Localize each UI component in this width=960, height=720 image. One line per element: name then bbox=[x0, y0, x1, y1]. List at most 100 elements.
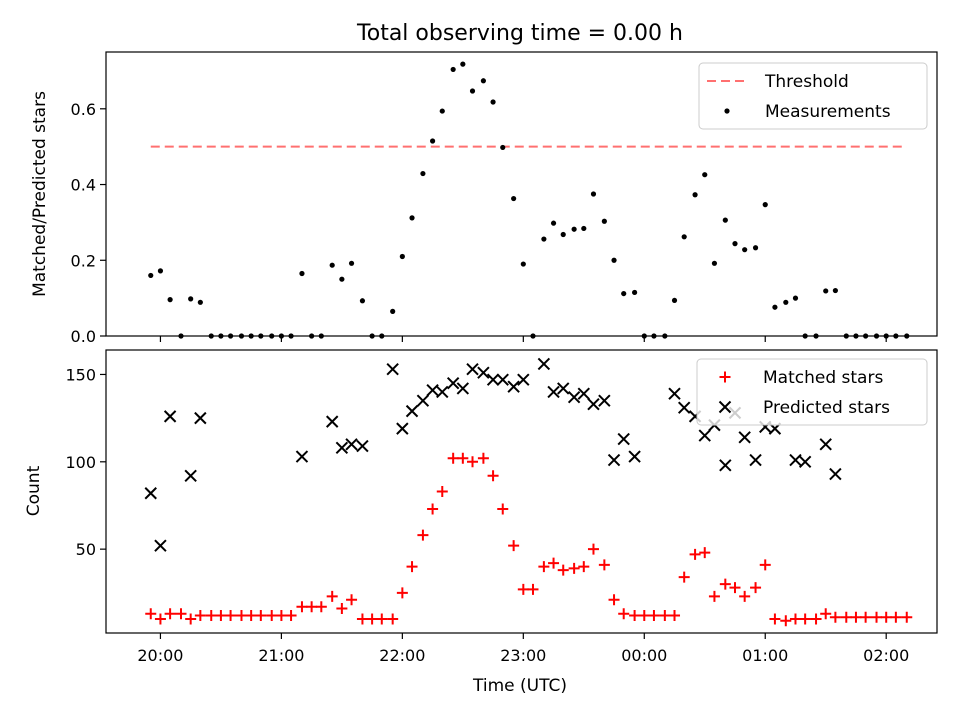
measurement-point bbox=[420, 170, 426, 177]
matched-star-point bbox=[497, 503, 509, 515]
matched-star-point bbox=[356, 613, 368, 625]
predicted-star-point bbox=[356, 439, 369, 453]
matched-star-point bbox=[427, 503, 439, 515]
predicted-star-point bbox=[829, 467, 842, 481]
predicted-star-point bbox=[496, 373, 509, 386]
measurement-point bbox=[409, 215, 415, 221]
predicted-star-point bbox=[154, 539, 167, 552]
measurement-point bbox=[752, 245, 759, 251]
measurement-point bbox=[863, 333, 869, 339]
matched-star-point bbox=[175, 608, 187, 620]
predicted-star-point bbox=[607, 453, 621, 467]
measurement-point bbox=[450, 66, 456, 73]
matched-star-point bbox=[527, 583, 539, 595]
matched-star-point bbox=[659, 610, 671, 622]
predicted-star-point bbox=[547, 385, 560, 399]
matched-star-point bbox=[346, 594, 358, 606]
matched-star-point bbox=[629, 610, 641, 622]
x-tick-label: 22:00 bbox=[379, 646, 425, 665]
matched-star-point bbox=[366, 613, 378, 625]
predicted-star-point bbox=[446, 376, 460, 390]
matched-star-point bbox=[648, 610, 660, 622]
matched-star-point bbox=[477, 452, 489, 464]
matched-star-point bbox=[729, 582, 741, 594]
x-tick-label: 00:00 bbox=[621, 646, 667, 665]
measurement-point bbox=[651, 333, 657, 339]
y-axis-label-count: Count bbox=[24, 465, 44, 516]
predicted-star-point bbox=[184, 469, 197, 482]
predicted-star-point bbox=[507, 380, 520, 393]
matched-star-point bbox=[406, 561, 418, 573]
predicted-star-point bbox=[517, 373, 530, 386]
measurement-point bbox=[843, 333, 849, 339]
legend-box bbox=[696, 358, 928, 426]
matched-star-point bbox=[568, 562, 580, 574]
measurement-point bbox=[359, 298, 366, 304]
matched-star-point bbox=[508, 540, 520, 552]
matched-star-point bbox=[829, 611, 841, 623]
y-tick-label: 0.4 bbox=[71, 176, 96, 195]
matched-star-point bbox=[225, 610, 237, 622]
measurement-point bbox=[469, 88, 476, 94]
measurement-point bbox=[873, 333, 880, 339]
legend-label: Threshold bbox=[764, 72, 849, 92]
matched-star-point bbox=[557, 564, 569, 576]
measurement-point bbox=[218, 333, 224, 339]
predicted-star-point bbox=[194, 411, 207, 425]
measurement-point bbox=[671, 297, 678, 304]
matched-star-point bbox=[436, 486, 448, 497]
measurement-point bbox=[520, 261, 526, 267]
y-tick-label: 100 bbox=[65, 453, 96, 472]
matched-star-point bbox=[387, 613, 399, 625]
matched-star-point bbox=[548, 557, 560, 569]
matched-star-point bbox=[205, 610, 217, 622]
predicted-star-point bbox=[396, 422, 409, 435]
measurement-point bbox=[560, 231, 566, 238]
measurement-point bbox=[792, 295, 799, 301]
matched-star-point bbox=[447, 452, 459, 464]
measurement-point bbox=[227, 333, 234, 339]
matched-star-point bbox=[306, 601, 318, 613]
measurement-point bbox=[399, 253, 405, 260]
matched-star-point bbox=[719, 578, 731, 590]
y-tick-label: 0.2 bbox=[71, 251, 96, 270]
matched-star-point bbox=[296, 601, 308, 613]
measurement-point bbox=[390, 308, 396, 314]
x-tick-label: 02:00 bbox=[863, 646, 909, 665]
measurement-point bbox=[248, 333, 254, 339]
measurement-point bbox=[813, 333, 819, 339]
y-tick-label: 50 bbox=[76, 540, 96, 559]
predicted-star-point bbox=[486, 373, 500, 386]
legend: Threshold Measurements bbox=[698, 62, 928, 130]
predicted-star-point bbox=[668, 387, 681, 400]
measurement-point bbox=[480, 78, 486, 84]
predicted-star-point bbox=[738, 431, 751, 444]
measurement-point bbox=[832, 287, 838, 294]
matched-star-point bbox=[638, 610, 650, 622]
matched-star-point bbox=[890, 611, 902, 623]
matched-star-point bbox=[194, 610, 206, 622]
matched-star-point bbox=[699, 547, 711, 559]
measurement-point bbox=[369, 333, 375, 339]
y-tick-label: 0.0 bbox=[71, 327, 96, 346]
measurement-point bbox=[571, 226, 577, 232]
plot-frame bbox=[105, 349, 938, 634]
predicted-star-point bbox=[598, 394, 611, 407]
legend-label: Predicted stars bbox=[763, 398, 890, 418]
matched-star-point bbox=[759, 559, 771, 571]
measurement-point bbox=[783, 299, 789, 305]
measurement-point bbox=[148, 272, 154, 279]
predicted-star-point bbox=[819, 438, 832, 451]
predicted-star-point bbox=[466, 363, 479, 376]
matched-star-point bbox=[739, 590, 751, 602]
matched-star-point bbox=[799, 613, 811, 625]
measurement-point bbox=[893, 333, 899, 339]
measurement-point bbox=[883, 333, 889, 339]
predicted-star-point bbox=[144, 487, 157, 500]
measurement-point bbox=[711, 260, 718, 266]
predicted-star-point bbox=[628, 450, 641, 463]
matched-star-point bbox=[820, 608, 832, 620]
plot-frame bbox=[105, 51, 938, 337]
measurement-point bbox=[581, 225, 587, 232]
